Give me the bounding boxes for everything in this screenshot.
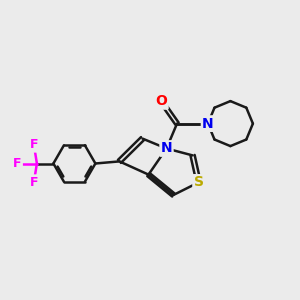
Text: F: F	[30, 138, 38, 152]
Text: N: N	[202, 117, 214, 130]
Text: S: S	[194, 176, 204, 189]
Text: F: F	[13, 157, 22, 170]
Text: F: F	[30, 176, 38, 189]
Text: O: O	[155, 94, 167, 108]
Text: N: N	[161, 142, 172, 155]
